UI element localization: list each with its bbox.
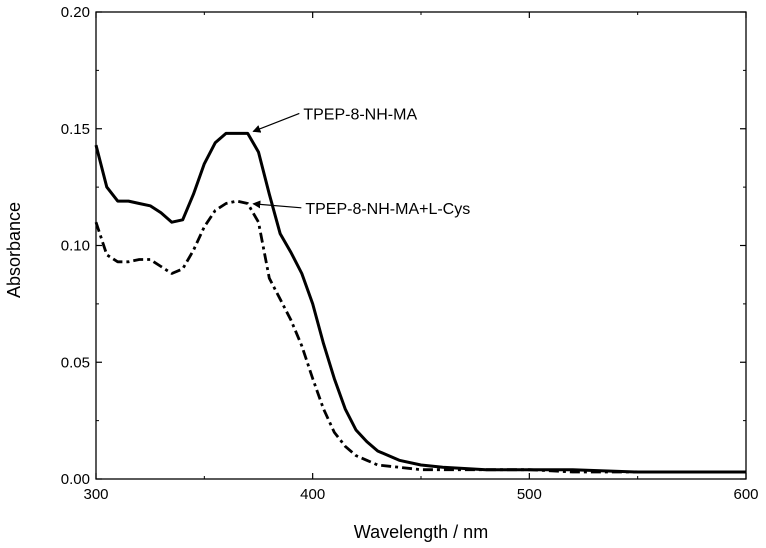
y-tick-label: 0.20 bbox=[61, 4, 90, 21]
series-line-1 bbox=[96, 133, 746, 472]
x-tick-label: 400 bbox=[300, 486, 325, 503]
y-axis-title: Absorbance bbox=[4, 202, 24, 298]
axis-ticks: 300 400 500 600 0.00 0.05 0.10 0.15 0.20 bbox=[61, 4, 759, 503]
series-line-2 bbox=[96, 201, 746, 472]
y-tick-label: 0.05 bbox=[61, 354, 90, 371]
y-tick-label: 0.10 bbox=[61, 238, 90, 255]
annotation-layer: TPEP-8-NH-MA TPEP-8-NH-MA+L-Cys bbox=[253, 106, 470, 217]
absorbance-chart: 300 400 500 600 0.00 0.05 0.10 0.15 0.20 TPEP-8-… bbox=[0, 0, 766, 548]
series-layer bbox=[96, 133, 746, 472]
x-tick-label: 600 bbox=[733, 486, 758, 503]
y-tick-label: 0.15 bbox=[61, 121, 90, 138]
y-tick-label: 0.00 bbox=[61, 471, 90, 488]
x-tick-label: 500 bbox=[517, 486, 542, 503]
annotation-arrow bbox=[253, 204, 301, 208]
x-tick-label: 300 bbox=[83, 486, 108, 503]
annotation-label: TPEP-8-NH-MA bbox=[303, 106, 417, 123]
plot-frame bbox=[96, 12, 746, 479]
annotation-arrow bbox=[253, 113, 299, 131]
annotation-label: TPEP-8-NH-MA+L-Cys bbox=[305, 201, 470, 218]
x-axis-title: Wavelength / nm bbox=[354, 522, 488, 542]
